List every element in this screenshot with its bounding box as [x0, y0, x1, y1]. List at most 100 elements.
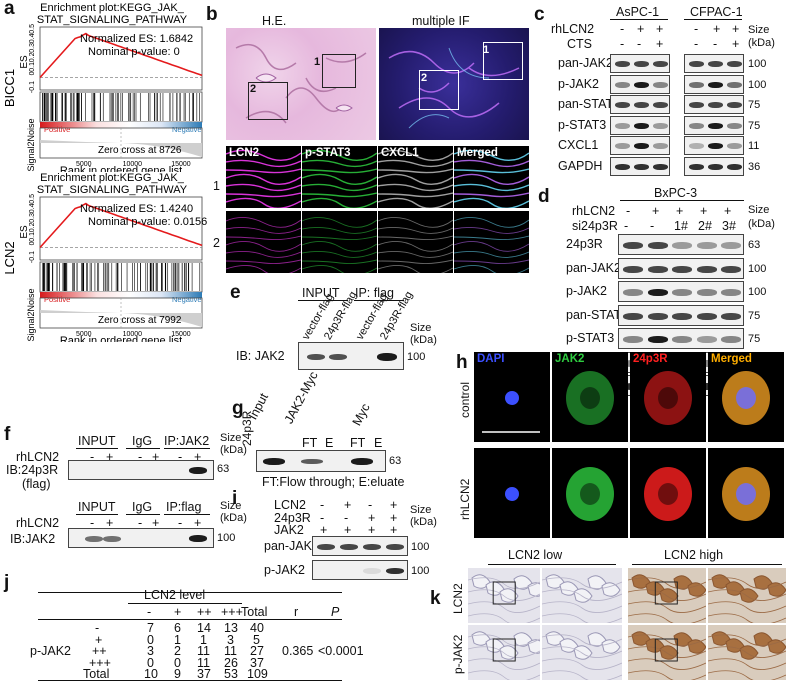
- c-cell-aspc1: AsPC-1: [616, 5, 660, 19]
- d-row-label-1: pan-JAK2: [566, 260, 621, 275]
- c-blot-5-0: [610, 156, 670, 176]
- f-ib-jak2: IB:JAK2: [10, 532, 56, 546]
- panel-label-k: k: [430, 588, 441, 609]
- j-cell-3-0: 0: [147, 655, 154, 670]
- f-blot-1: [68, 460, 214, 480]
- h-tile-3-1: [708, 448, 784, 538]
- f-rh-2: rhLCN2: [16, 516, 60, 530]
- c-cts-sign: +: [656, 37, 664, 51]
- e-line-2: [354, 300, 404, 301]
- j-row-level-0: -: [95, 621, 100, 635]
- d-si-label: si24p3R: [572, 219, 618, 233]
- if-tile-1-1: [302, 211, 377, 273]
- h-tile-3-0: [708, 352, 784, 442]
- j-header: LCN2 level: [144, 588, 206, 602]
- d-row-label-4: p-STAT3: [566, 331, 615, 345]
- j-cell-3-4: 37: [250, 655, 264, 670]
- panel-label-a: a: [4, 0, 15, 19]
- k-tile-1-1: [542, 625, 622, 680]
- h-tile-1-0: [552, 352, 628, 442]
- k-texture: [542, 631, 622, 680]
- j-cell-1-3: 3: [227, 632, 234, 647]
- f-size-2: Size: [220, 500, 242, 512]
- rank-tick: 5000: [76, 331, 92, 338]
- h-cell: [482, 391, 540, 433]
- es-tick: -0.1: [29, 81, 36, 93]
- c-cts-sign: -: [620, 37, 625, 51]
- d-rh-sign: +: [724, 204, 732, 218]
- j-cell-2-0: 3: [147, 644, 154, 658]
- i-row-label-0: LCN2: [274, 498, 306, 512]
- f-kda-1: (kDa): [220, 444, 247, 456]
- d-row-label-2: p-JAK2: [566, 284, 607, 298]
- c-rh-sign: -: [620, 22, 625, 36]
- d-line: [620, 200, 744, 201]
- i-mw-1: 100: [411, 565, 430, 577]
- panel-label-f: f: [4, 424, 11, 445]
- g-ft-2: FT: [350, 436, 366, 450]
- j-cell-1-1: 1: [174, 632, 181, 647]
- g-mw: 63: [389, 455, 402, 467]
- d-si-sign: 3#: [722, 219, 736, 233]
- d-blot-0: [618, 234, 744, 255]
- c-size: Size: [748, 24, 770, 36]
- es-tick: 0.1: [29, 62, 36, 72]
- k-texture: [468, 631, 540, 680]
- j-cell-2-3: 11: [224, 644, 237, 658]
- d-si-sign: 2#: [698, 219, 712, 233]
- f-line: [126, 448, 160, 449]
- j-p-value: <0.0001: [318, 644, 364, 658]
- h-row-rhlcn2: rhLCN2: [458, 478, 472, 520]
- k-tile-0-0: [468, 568, 540, 623]
- c-rh-label: rhLCN2: [551, 22, 595, 36]
- es-tick: 0.2: [29, 222, 36, 232]
- if-texture: [226, 217, 301, 273]
- mif-texture: [388, 47, 520, 129]
- i-row-label-1: 24p3R: [274, 510, 311, 525]
- es-tick: 0.3: [29, 213, 36, 223]
- if-tile-1-0: [302, 146, 377, 208]
- c-mw-0: 100: [748, 58, 767, 70]
- he-roi-1-label: 1: [314, 56, 321, 68]
- f-sign-2: +: [194, 516, 202, 530]
- if-tile-0-1: [226, 211, 301, 273]
- h-cell: [505, 487, 519, 501]
- f-ib-24p3r: IB:24p3R: [6, 463, 59, 477]
- c-rh-sign: +: [637, 22, 645, 36]
- c-cts-sign: -: [694, 37, 699, 51]
- if-texture: [302, 149, 377, 208]
- c-mw-2: 75: [748, 99, 761, 111]
- negative-label: Negative: [172, 125, 202, 134]
- c-mw-1: 100: [748, 78, 767, 91]
- panel-label-i: i: [232, 488, 238, 509]
- es-tick: 0.4: [29, 33, 36, 43]
- es-frame: [39, 196, 203, 261]
- j-col-2: ++: [197, 605, 212, 619]
- if-tile-0-0: [226, 146, 301, 208]
- j-cell-0-4: 40: [250, 621, 264, 635]
- es-curve: [39, 202, 203, 249]
- g-input: Input: [245, 390, 272, 422]
- f-sign-2: +: [152, 516, 160, 530]
- if-row-2-label: 2: [213, 236, 220, 250]
- e-mw: 100: [407, 351, 426, 363]
- c-mw-5: 36: [748, 160, 761, 173]
- d-mw-4: 75: [748, 333, 761, 345]
- h-channel-label-3: Merged: [711, 353, 752, 365]
- g-legend: FT:Flow through; E:eluate: [262, 475, 405, 489]
- k-texture: [628, 574, 706, 623]
- d-cell: BxPC-3: [654, 186, 698, 200]
- h-row-control: control: [458, 381, 472, 418]
- i-sign: +: [344, 498, 352, 512]
- i-sign: -: [344, 510, 349, 525]
- c-rh-sign: -: [694, 22, 699, 36]
- i-blot-1: [312, 560, 408, 580]
- f-sign-1: +: [152, 450, 160, 464]
- es-tick: 0.5: [29, 24, 36, 34]
- e-ip: IP: flag: [355, 286, 394, 300]
- c-rh-sign: +: [732, 22, 740, 36]
- j-header-rule: [128, 603, 242, 604]
- j-bottom-rule: [38, 680, 342, 681]
- j-cell-3-1: 0: [174, 655, 181, 670]
- g-blot: [256, 450, 386, 472]
